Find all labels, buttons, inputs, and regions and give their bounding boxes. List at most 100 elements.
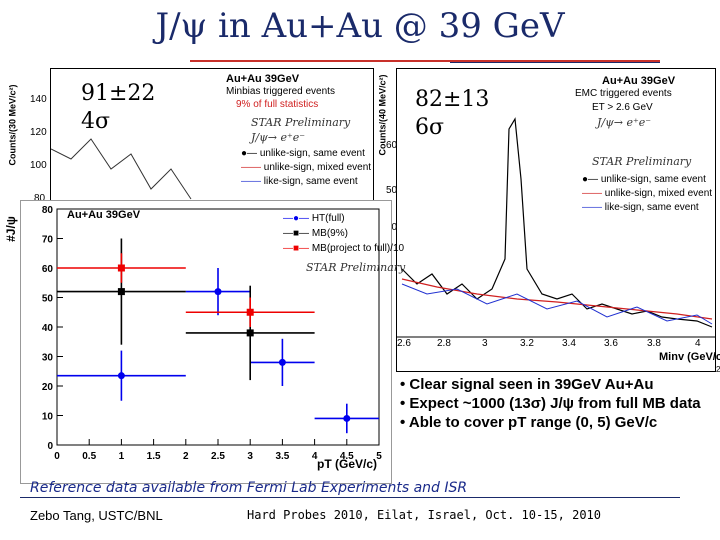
emc-yield: 82±13 — [415, 87, 490, 112]
pt-ytick-label: 0 — [47, 441, 53, 452]
summary-bullets: • Clear signal seen in 39GeV Au+Au • Exp… — [400, 375, 718, 432]
minbias-ytick: 80 — [34, 193, 46, 204]
minbias-trigger-label: Minbias triggered events — [226, 86, 335, 97]
summary-bullet: • Clear signal seen in 39GeV Au+Au — [400, 376, 654, 393]
emc-significance: 6σ — [415, 115, 445, 140]
minbias-legend-like-label: like-sign, same event — [263, 176, 358, 187]
pt-xtick-label: 3 — [247, 451, 253, 462]
pt-xtick-label: 1 — [119, 451, 125, 462]
minbias-legend-like: —— like-sign, same event — [241, 176, 358, 187]
reference-note: Reference data available from Fermi Lab … — [30, 480, 468, 496]
emc-xtick: 3.8 — [647, 338, 661, 349]
pt-xtick-label: 3.5 — [275, 451, 289, 462]
pt-legend-ht: —●— HT(full) — [283, 213, 345, 224]
summary-bullet: • Able to cover pT range (0, 5) GeV/c — [400, 414, 658, 431]
pt-star-label: STAR Preliminary — [306, 261, 406, 274]
pt-data-point — [278, 358, 286, 366]
pt-ytick-label: 30 — [42, 353, 54, 364]
minbias-legend-same-label: unlike-sign, same event — [259, 148, 365, 159]
emc-et-cut: ET > 2.6 GeV — [592, 102, 653, 113]
pt-legend-mbproj: —■— MB(project to full)/10 — [283, 243, 405, 254]
emc-xtick: 3.6 — [604, 338, 618, 349]
pt-xtick-label: 1.5 — [147, 451, 161, 462]
minbias-legend-same: ●— unlike-sign, same event — [241, 148, 365, 159]
minbias-legend-mixed: —— unlike-sign, mixed event — [241, 162, 372, 173]
pt-xtick-label: 4.5 — [340, 451, 354, 462]
emc-legend-header: Au+Au 39GeV — [602, 75, 676, 87]
title-underline — [190, 60, 660, 62]
emc-legend-same: ●— unlike-sign, same event — [582, 174, 706, 185]
emc-xtick: 2.8 — [437, 338, 451, 349]
minbias-legend-header: Au+Au 39GeV — [226, 73, 300, 85]
minbias-stat-note: 9% of full statistics — [236, 99, 319, 110]
minbias-ytick: 100 — [30, 160, 47, 171]
emc-xtick: 3.2 — [520, 338, 534, 349]
emc-legend-mixed-label: unlike-sign, mixed event — [604, 188, 713, 199]
footer-rule — [20, 497, 680, 498]
pt-marks — [57, 238, 379, 434]
pt-ytick-label: 60 — [42, 264, 54, 275]
title-underline-secondary — [450, 62, 660, 63]
pt-ytick-label: 50 — [42, 294, 54, 305]
pt-legend-ht-label: HT(full) — [311, 213, 345, 224]
minbias-mass-panel: 91±22 4σ Au+Au 39GeV Minbias triggered e… — [50, 68, 374, 207]
emc-xtick: 2.6 — [397, 338, 411, 349]
pt-ytick-label: 20 — [42, 382, 54, 393]
pt-data-point — [246, 329, 254, 337]
minbias-ylabel: Counts/(30 MeV/c²) — [7, 84, 18, 166]
pt-data-point — [117, 264, 125, 272]
slide-title: J/ψ in Au+Au @ 39 GeV — [155, 6, 565, 46]
pt-xtick-label: 0.5 — [82, 451, 96, 462]
emc-ytick: 60 — [386, 140, 398, 151]
pt-xtick-label: 2.5 — [211, 451, 225, 462]
emc-axis-end: 2 — [716, 365, 720, 374]
pt-legend-mbproj-label: MB(project to full)/10 — [311, 243, 405, 254]
pt-legend-mb: —■— MB(9%) — [283, 228, 348, 239]
summary-bullet: • Expect ~1000 (13σ) J/ψ from full MB da… — [400, 395, 701, 412]
emc-mass-panel: 82±13 6σ Au+Au 39GeV EMC triggered event… — [396, 68, 720, 372]
minbias-legend-mixed-label: unlike-sign, mixed event — [263, 162, 372, 173]
emc-trigger-label: EMC triggered events — [575, 88, 672, 99]
emc-legend-like-label: like-sign, same event — [604, 202, 699, 213]
emc-unlike-same — [401, 117, 713, 328]
emc-ytick: 50 — [386, 185, 398, 196]
minbias-yield: 91±22 — [81, 81, 156, 106]
pt-ytick-label: 80 — [42, 205, 54, 216]
emc-xlabel: Minv (GeV/c²) — [659, 351, 720, 363]
pt-chart-title: Au+Au 39GeV — [67, 209, 141, 221]
emc-decay-label: J/ψ→ e⁺e⁻ — [597, 116, 652, 129]
pt-xlabel: pT (GeV/c) — [317, 457, 378, 471]
emc-star-label: STAR Preliminary — [592, 155, 692, 168]
minbias-histogram — [50, 138, 192, 200]
pt-ytick-label: 40 — [42, 323, 54, 334]
emc-xtick: 3.4 — [562, 338, 576, 349]
pt-xtick-label: 4 — [312, 451, 318, 462]
minbias-decay-label: J/ψ→ e⁺e⁻ — [251, 131, 306, 144]
emc-mass-plot — [397, 117, 715, 338]
footer-author: Zebo Tang, USTC/BNL — [30, 508, 163, 523]
pt-spectrum-panel: 0 0.5 1 1.5 2 2.5 3 3.5 4 4.5 5 0 10 20 30 40 50 60 70 80 A… — [20, 200, 405, 484]
pt-ylabel: #J/ψ — [3, 216, 18, 242]
pt-data-point — [343, 414, 351, 422]
minbias-significance: 4σ — [81, 109, 111, 134]
minbias-star-label: STAR Preliminary — [251, 116, 351, 129]
pt-data-point — [214, 288, 222, 296]
pt-xtick-label: 2 — [183, 451, 189, 462]
emc-xtick: 4 — [695, 338, 701, 349]
minbias-ytick: 120 — [30, 127, 47, 138]
pt-data-point — [117, 288, 125, 296]
minbias-mass-plot — [50, 138, 192, 200]
emc-legend-like: —— like-sign, same event — [582, 202, 699, 213]
emc-xtick: 3 — [482, 338, 488, 349]
pt-xtick-label: 0 — [54, 451, 60, 462]
emc-unlike-mixed — [401, 278, 713, 320]
pt-xtick-label: 5 — [376, 451, 382, 462]
emc-legend-same-label: unlike-sign, same event — [600, 174, 706, 185]
pt-data-point — [117, 372, 125, 380]
pt-data-point — [246, 308, 254, 316]
pt-ytick-label: 70 — [42, 235, 54, 246]
pt-legend-mb-label: MB(9%) — [311, 228, 348, 239]
footer-conference: Hard Probes 2010, Eilat, Israel, Oct. 10… — [247, 508, 602, 522]
